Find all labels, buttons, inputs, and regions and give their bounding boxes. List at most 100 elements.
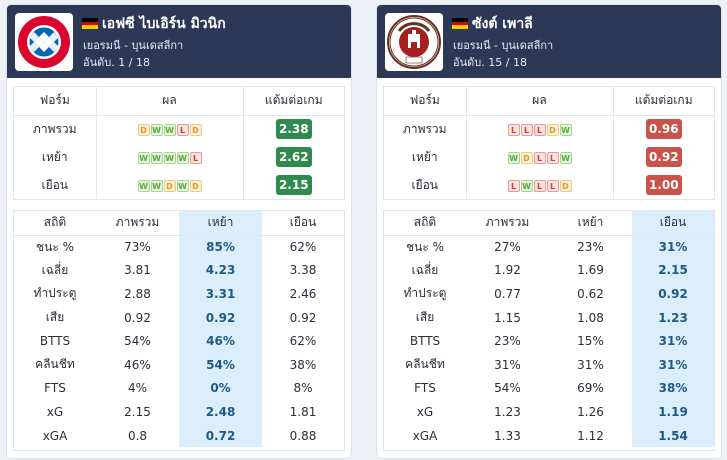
stat-label: คลีนชีท — [35, 357, 75, 372]
stat-label: BTTS — [39, 334, 71, 349]
stat-value: 31% — [632, 352, 714, 377]
results-header: ผล — [95, 87, 243, 116]
team-rank: อันดับ. 15 / 18 — [453, 56, 527, 69]
stat-value: 54% — [179, 352, 262, 377]
result-pill[interactable]: L — [176, 123, 189, 136]
stat-value: 1.23 — [632, 305, 714, 330]
result-pill[interactable]: D — [189, 179, 202, 192]
stats-header[interactable]: สถิติ — [14, 211, 96, 236]
result-pill[interactable]: W — [163, 123, 176, 136]
stats-header[interactable]: เยือน — [262, 211, 344, 236]
result-pill[interactable]: L — [507, 123, 520, 136]
stats-header[interactable]: ภาพรวม — [96, 211, 179, 236]
result-pill[interactable]: D — [189, 123, 202, 136]
stat-value: 1.54 — [632, 423, 714, 448]
result-pill[interactable]: W — [507, 151, 520, 164]
result-pill[interactable]: L — [546, 179, 559, 192]
stats-header[interactable]: เหย้า — [549, 211, 632, 236]
result-pill[interactable]: W — [137, 151, 150, 164]
result-pill[interactable]: D — [163, 179, 176, 192]
ppg-badge: 2.62 — [275, 147, 312, 167]
stat-label: คลีนชีท — [405, 357, 445, 372]
result-pill[interactable]: L — [533, 151, 546, 164]
stat-value: 69% — [577, 381, 604, 396]
stat-value: 2.15 — [124, 404, 151, 419]
stat-label: เสีย — [415, 310, 435, 325]
stat-value: 54% — [494, 381, 521, 396]
team-header: เอฟซี ไบเอิร์น มิวนิก เยอรมนี - บุนเดสลี… — [7, 5, 351, 78]
form-row: เหย้า W D L L W 0.92 — [384, 143, 714, 171]
ppg-header: แต้มต่อเกม — [242, 87, 344, 116]
st-pauli-logo[interactable] — [385, 13, 443, 71]
stat-value: 23% — [494, 334, 521, 349]
stats-header[interactable]: ภาพรวม — [466, 211, 549, 236]
stat-value: 0.8 — [127, 428, 148, 443]
stat-label: ชนะ % — [405, 239, 444, 254]
stat-value: 38% — [632, 376, 714, 401]
stat-value: 3.31 — [179, 282, 262, 306]
stat-value: 2.88 — [124, 286, 151, 301]
stat-value: 62% — [289, 240, 317, 255]
stats-header[interactable]: เหย้า — [179, 211, 262, 236]
team-name[interactable]: ซังต์ เพาลี — [472, 16, 533, 32]
stat-value: 0.72 — [179, 423, 262, 448]
ppg-badge: 2.15 — [275, 175, 312, 195]
stat-value: 1.92 — [494, 263, 521, 278]
stat-label: xG — [46, 404, 64, 419]
stat-value: 1.19 — [632, 400, 714, 424]
result-pill[interactable]: D — [520, 151, 533, 164]
form-row-label: เหย้า — [41, 149, 68, 164]
stats-header[interactable]: เยือน — [632, 211, 714, 236]
stats-row: เฉลี่ย 1.92 1.69 2.15 — [384, 258, 714, 283]
stats-row: BTTS 23% 15% 31% — [384, 329, 714, 353]
result-pill[interactable]: D — [559, 179, 572, 192]
bayern-logo[interactable] — [15, 13, 73, 71]
ppg-badge: 0.96 — [645, 119, 682, 140]
stat-value: 1.15 — [494, 310, 521, 325]
result-pill[interactable]: L — [189, 151, 202, 164]
stats-row: เฉลี่ย 3.81 4.23 3.38 — [14, 258, 344, 283]
stats-row: xGA 0.8 0.72 0.88 — [14, 423, 344, 448]
stats-row: ทำประตู 2.88 3.31 2.46 — [14, 282, 344, 306]
stat-value: 0.92 — [124, 310, 151, 325]
team-card-home: เอฟซี ไบเอิร์น มิวนิก เยอรมนี - บุนเดสลี… — [7, 5, 351, 458]
team-name[interactable]: เอฟซี ไบเอิร์น มิวนิก — [102, 16, 226, 32]
result-pill[interactable]: L — [507, 179, 520, 192]
result-pill[interactable]: L — [533, 179, 546, 192]
stat-value: 31% — [577, 357, 604, 372]
result-pill[interactable]: L — [520, 123, 533, 136]
stat-value: 0.88 — [289, 428, 317, 443]
stat-value: 0% — [179, 376, 262, 401]
stat-value: 31% — [632, 329, 714, 353]
result-pill[interactable]: L — [533, 123, 546, 136]
team-league[interactable]: เยอรมนี - บุนเดสลีกา — [453, 39, 554, 52]
stats-header[interactable]: สถิติ — [384, 211, 466, 236]
result-pill[interactable]: W — [559, 123, 572, 136]
result-pill[interactable]: D — [137, 123, 150, 136]
result-pill[interactable]: W — [150, 123, 163, 136]
stat-value: 85% — [179, 235, 262, 259]
stat-value: 46% — [179, 329, 262, 353]
result-pill[interactable]: W — [176, 179, 189, 192]
stat-label: xGA — [42, 428, 68, 443]
stats-row: FTS 54% 69% 38% — [384, 376, 714, 401]
ppg-header: แต้มต่อเกม — [612, 87, 714, 116]
result-pill[interactable]: W — [520, 179, 533, 192]
stat-label: FTS — [44, 381, 66, 396]
stat-value: 1.81 — [289, 404, 317, 419]
result-pill[interactable]: W — [176, 151, 189, 164]
stat-value: 4% — [127, 381, 148, 396]
result-pill[interactable]: W — [559, 151, 572, 164]
result-pill[interactable]: W — [150, 179, 163, 192]
result-pill[interactable]: L — [546, 151, 559, 164]
stats-row: BTTS 54% 46% 62% — [14, 329, 344, 353]
ppg-badge: 1.00 — [645, 175, 682, 195]
results-header: ผล — [465, 87, 613, 116]
result-pill[interactable]: W — [137, 179, 150, 192]
result-pill[interactable]: W — [163, 151, 176, 164]
result-pill[interactable]: D — [546, 123, 559, 136]
stats-row: FTS 4% 0% 8% — [14, 376, 344, 401]
result-pill[interactable]: W — [150, 151, 163, 164]
team-league[interactable]: เยอรมนี - บุนเดสลีกา — [83, 39, 184, 52]
